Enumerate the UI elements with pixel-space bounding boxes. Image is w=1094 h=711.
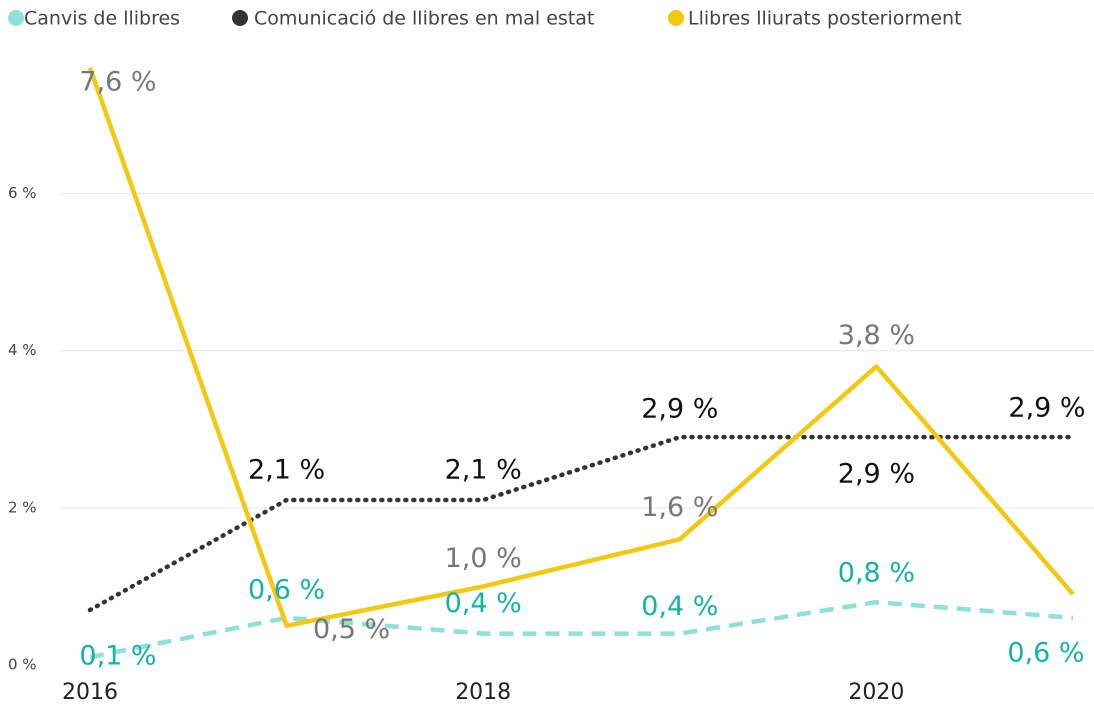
data-label: 2,9 %	[641, 394, 718, 425]
data-label: 1,6 %	[641, 492, 718, 523]
data-label: 2,1 %	[248, 455, 325, 486]
series-line	[89, 599, 1074, 660]
data-label: 0,5 %	[313, 614, 390, 645]
data-label: 1,0 %	[445, 543, 522, 574]
y-tick-label: 2 %	[8, 498, 37, 516]
x-tick-label: 2018	[455, 680, 511, 705]
legend-swatch	[8, 10, 24, 26]
x-tick-label: 2016	[62, 680, 118, 705]
data-label: 0,4 %	[641, 591, 718, 622]
legend-label: Llibres lliurats posteriorment	[688, 8, 962, 30]
data-label: 0,4 %	[445, 588, 522, 619]
series-line	[87, 67, 1075, 628]
data-label: 7,6 %	[79, 66, 156, 97]
data-label: 0,6 %	[248, 574, 325, 605]
data-label: 0,6 %	[1007, 637, 1084, 668]
series-line	[87, 434, 1076, 613]
x-tick-label: 2020	[848, 680, 904, 705]
legend-swatch	[232, 10, 248, 26]
legend-label: Canvis de llibres	[24, 8, 180, 30]
y-tick-label: 6 %	[8, 184, 37, 202]
data-label: 0,8 %	[838, 558, 915, 589]
legend-label: Comunicació de llibres en mal estat	[254, 8, 594, 30]
data-label: 2,9 %	[1008, 393, 1085, 424]
y-tick-label: 0 %	[8, 656, 37, 674]
data-label: 3,8 %	[838, 320, 915, 351]
legend-swatch	[668, 10, 684, 26]
data-label: 2,1 %	[445, 455, 522, 486]
data-label: 2,9 %	[838, 459, 915, 490]
y-tick-label: 4 %	[8, 341, 37, 359]
data-label: 0,1 %	[79, 641, 156, 672]
